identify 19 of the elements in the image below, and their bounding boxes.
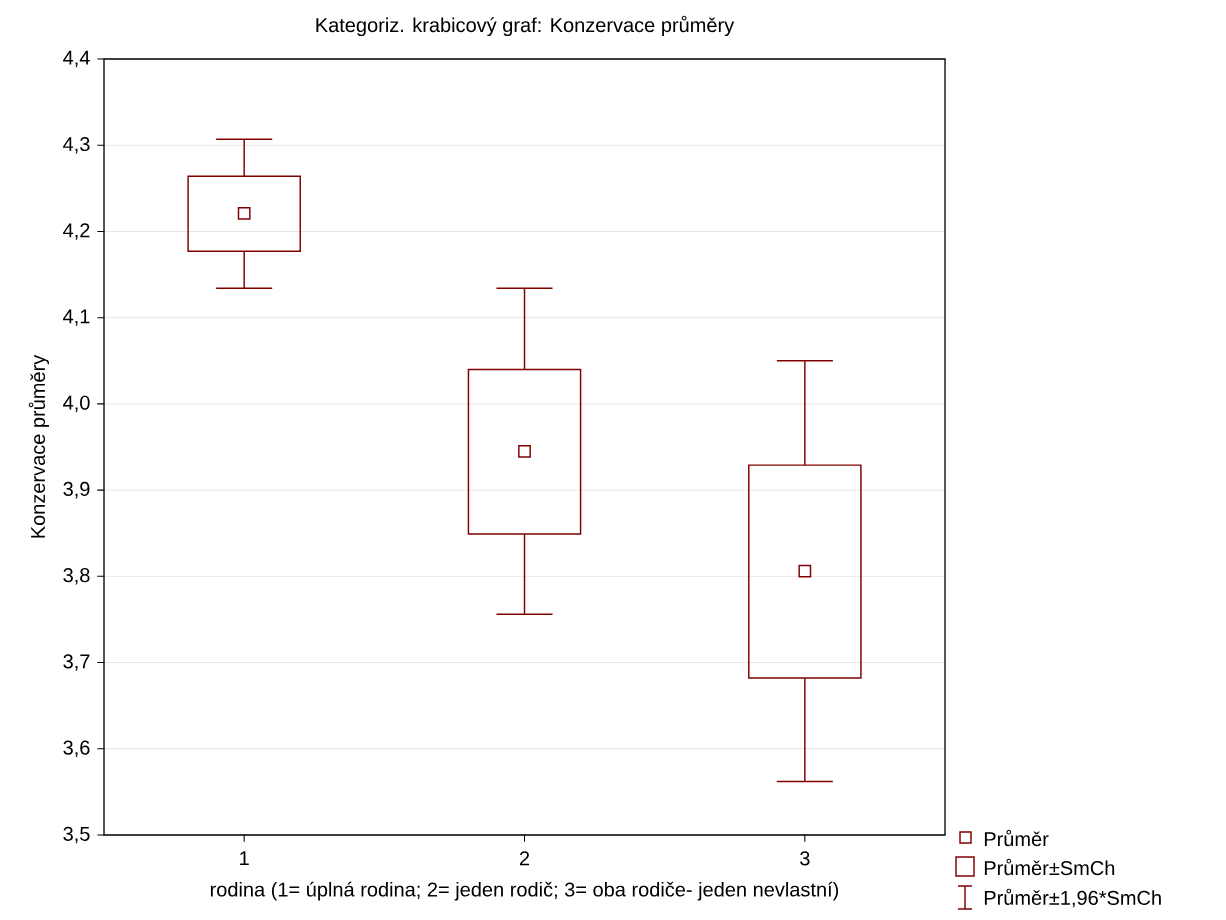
y-tick-label: 4,4 <box>63 50 90 68</box>
y-tick-label: 4,2 <box>63 223 90 240</box>
text: Průměr±1,96*SmCh <box>984 888 1161 908</box>
y-tick-label: 3,6 <box>63 740 90 758</box>
y-tick-label: 4,0 <box>63 395 90 413</box>
x-tick-label: 3 <box>800 851 810 866</box>
y-tick-label: 3,9 <box>63 481 90 499</box>
y-tick-label: 3,8 <box>63 568 90 585</box>
y-tick-label: 4,1 <box>63 309 90 326</box>
text: Průměr <box>984 829 1049 847</box>
y-tick-label: 3,7 <box>63 654 90 671</box>
text: Průměr±SmCh <box>984 858 1115 876</box>
x-tick-label: 1 <box>240 851 249 866</box>
y-tick-label: 3,5 <box>63 826 90 844</box>
x-axis-title: rodina (1= úplná rodina; 2= jeden rodič; 3= oba rodiče- jeden nevlastní) <box>210 881 839 901</box>
y-axis-title: Konzervace průměry <box>28 354 49 538</box>
chart-title: Kategoriz. krabicový graf: Konzervace průměry <box>316 15 735 37</box>
y-tick-label: 4,3 <box>63 136 90 154</box>
x-tick-label: 2 <box>519 851 530 866</box>
